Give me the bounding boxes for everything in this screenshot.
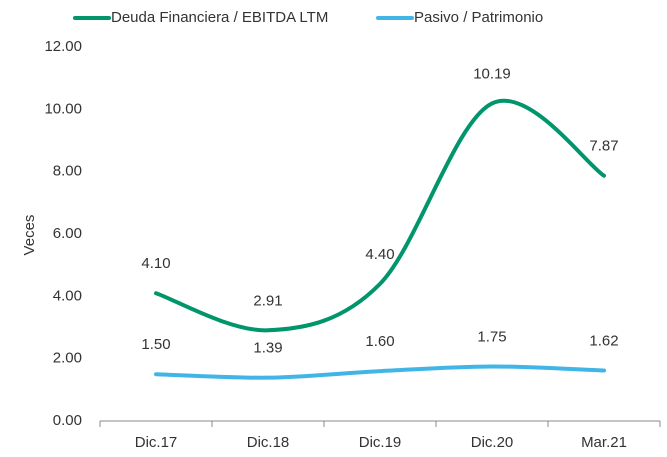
- series-line: [154, 364, 606, 380]
- data-label: 1.50: [141, 336, 170, 353]
- data-label: 1.60: [365, 333, 394, 350]
- y-tick-label: 4.00: [53, 287, 82, 304]
- y-tick-label: 0.00: [53, 412, 82, 429]
- series-line: [154, 98, 606, 333]
- legend-label: Deuda Financiera / EBITDA LTM: [111, 9, 328, 26]
- x-tick-label: Dic.20: [471, 434, 514, 451]
- y-tick-label: 10.00: [44, 100, 82, 117]
- data-label: 10.19: [473, 65, 511, 82]
- y-axis-label: Veces: [21, 215, 38, 256]
- data-label: 1.39: [253, 340, 282, 357]
- y-tick-label: 12.00: [44, 38, 82, 55]
- data-label: 1.62: [589, 332, 618, 349]
- data-label: 7.87: [589, 138, 618, 155]
- x-tick-label: Dic.17: [135, 434, 178, 451]
- data-label: 1.75: [477, 328, 506, 345]
- data-label: 4.40: [365, 246, 394, 263]
- data-label: 2.91: [253, 292, 282, 309]
- legend-label: Pasivo / Patrimonio: [414, 9, 543, 26]
- y-tick-label: 8.00: [53, 163, 82, 180]
- x-tick-label: Dic.18: [247, 434, 290, 451]
- y-tick-label: 2.00: [53, 350, 82, 367]
- data-label: 4.10: [141, 255, 170, 272]
- x-tick-label: Mar.21: [581, 434, 627, 451]
- x-tick-label: Dic.19: [359, 434, 402, 451]
- y-tick-label: 6.00: [53, 225, 82, 242]
